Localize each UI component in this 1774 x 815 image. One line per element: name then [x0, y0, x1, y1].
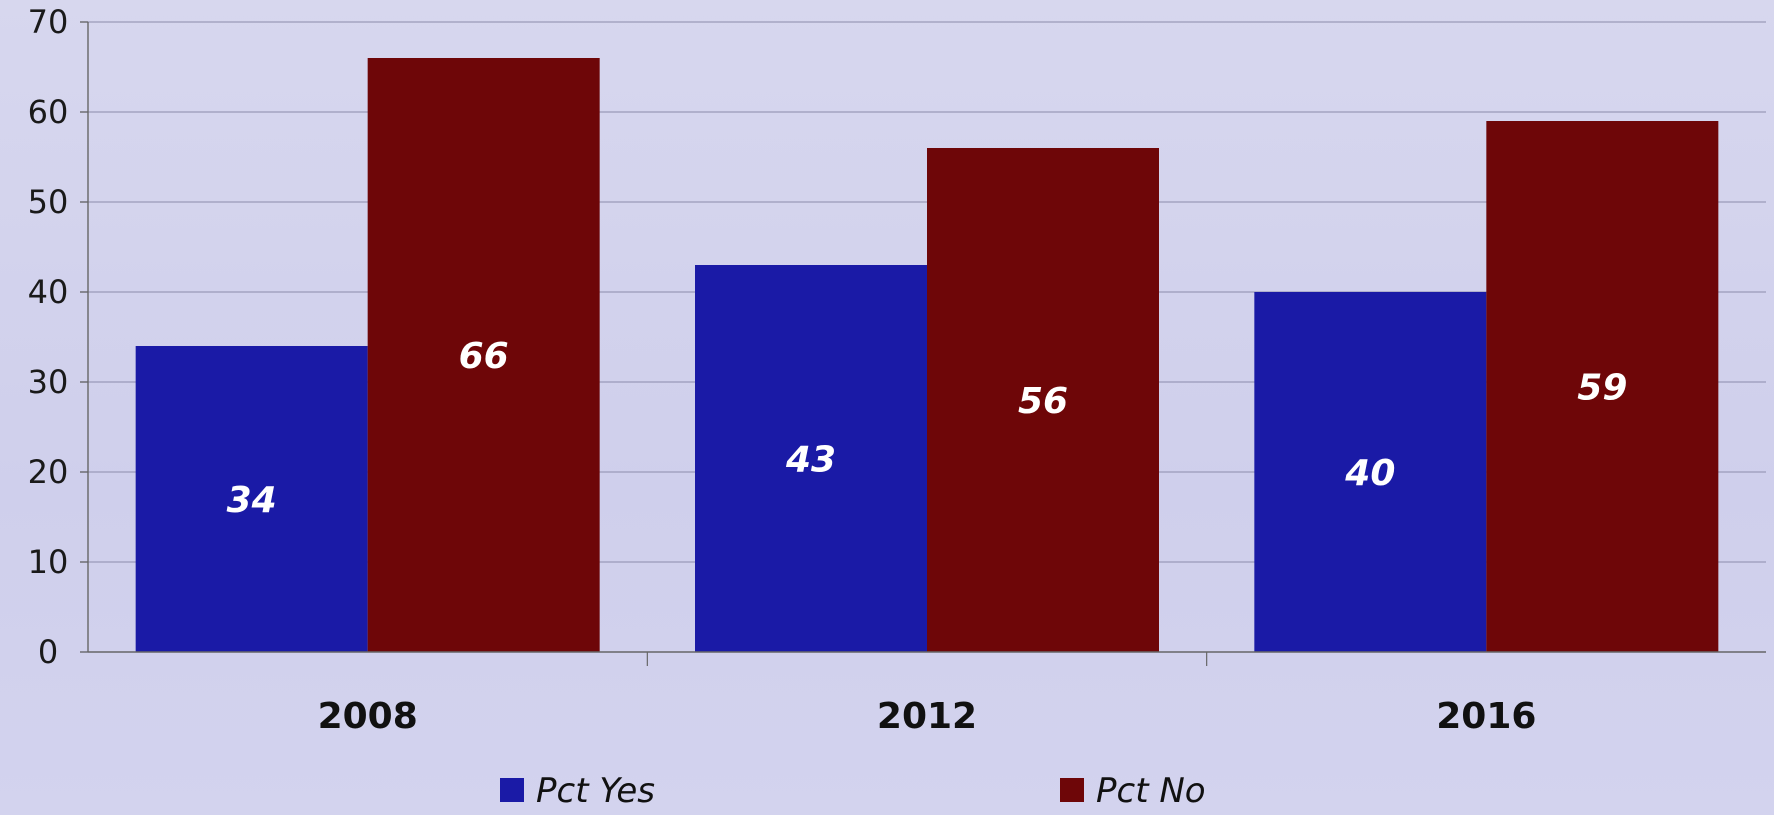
bar-pct-yes-2012 [695, 265, 927, 652]
data-label: 56 [1018, 381, 1068, 422]
data-label: 59 [1577, 368, 1627, 409]
data-label: 43 [785, 440, 836, 481]
bar-pct-yes-2008 [135, 346, 368, 652]
y-tick-label: 50 [28, 183, 69, 221]
y-axis: 0 10 20 30 40 50 60 70 [28, 3, 89, 671]
data-labels: 34 66 43 56 40 59 [227, 336, 1628, 521]
x-tick-label: 2012 [877, 696, 977, 737]
y-tick-label: 20 [28, 453, 69, 491]
legend-label: Pct No [1096, 771, 1206, 811]
y-tick-label: 30 [28, 363, 69, 401]
y-tick-label: 40 [28, 273, 69, 311]
y-tick-label: 10 [28, 543, 69, 581]
bars [135, 58, 1719, 652]
x-tick-label: 2016 [1436, 696, 1536, 737]
data-label: 66 [459, 336, 509, 377]
legend: Pct Yes Pct No [500, 771, 1206, 811]
bar-pct-yes-2016 [1254, 292, 1487, 652]
y-tick-label: 0 [38, 633, 58, 671]
y-tick-label: 60 [28, 93, 69, 131]
bar-pct-no-2008 [367, 58, 600, 652]
legend-swatch [1060, 778, 1084, 802]
legend-swatch [500, 778, 524, 802]
bar-pct-no-2016 [1486, 121, 1719, 652]
x-tick-label: 2008 [318, 696, 418, 737]
y-tick-label: 70 [28, 3, 69, 41]
data-label: 40 [1344, 453, 1395, 494]
bar-pct-no-2012 [927, 148, 1159, 652]
legend-label: Pct Yes [536, 771, 655, 811]
data-label: 34 [227, 480, 277, 521]
x-axis: 2008 2012 2016 [88, 651, 1766, 737]
